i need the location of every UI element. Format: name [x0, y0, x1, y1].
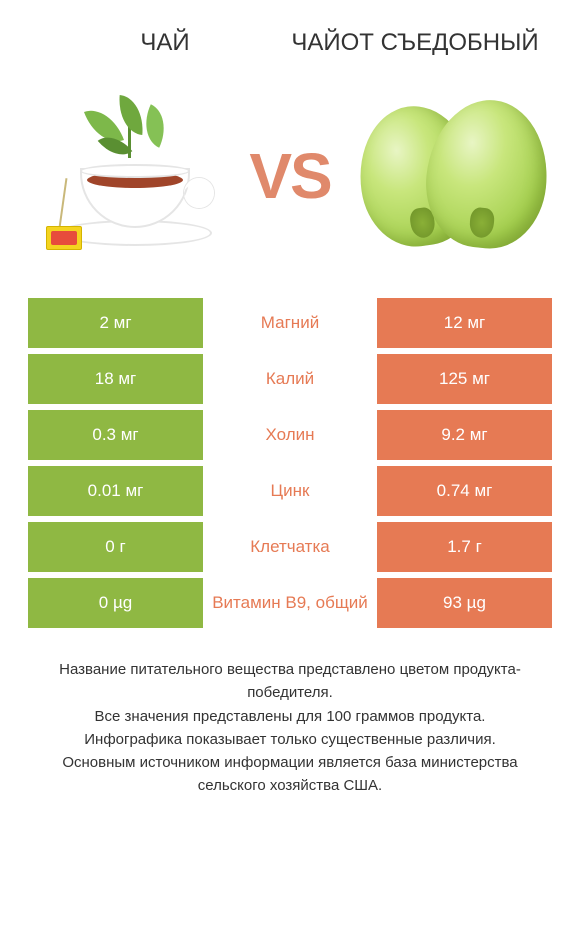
cell-right-value: 9.2 мг: [377, 410, 552, 460]
cell-left-value: 2 мг: [28, 298, 203, 348]
title-right: ЧАЙОТ СЪЕДОБНЫЙ: [290, 28, 540, 58]
footer-line: Инфографика показывает только существенн…: [36, 728, 544, 751]
table-row: 18 мгКалий125 мг: [28, 354, 552, 404]
tea-illustration: [30, 91, 230, 261]
footer-line: Все значения представлены для 100 граммо…: [36, 705, 544, 728]
footer-line: Название питательного вещества представл…: [36, 658, 544, 705]
chayote-illustration: [350, 91, 550, 261]
cell-right-value: 1.7 г: [377, 522, 552, 572]
cell-nutrient-name: Калий: [203, 354, 377, 404]
comparison-table: 2 мгМагний12 мг 18 мгКалий125 мг 0.3 мгХол…: [0, 298, 580, 628]
table-row: 0 µgВитамин B9, общий93 µg: [28, 578, 552, 628]
table-row: 0 гКлетчатка1.7 г: [28, 522, 552, 572]
cell-left-value: 18 мг: [28, 354, 203, 404]
footer-line: Основным источником информации является …: [36, 751, 544, 798]
cell-nutrient-name: Витамин B9, общий: [203, 578, 377, 628]
cell-left-value: 0.01 мг: [28, 466, 203, 516]
cell-left-value: 0 µg: [28, 578, 203, 628]
cell-right-value: 93 µg: [377, 578, 552, 628]
infographic: ЧАЙ ЧАЙОТ СЪЕДОБНЫЙ VS: [0, 0, 580, 934]
table-row: 0.01 мгЦинк0.74 мг: [28, 466, 552, 516]
title-left: ЧАЙ: [40, 28, 290, 58]
table-row: 0.3 мгХолин9.2 мг: [28, 410, 552, 460]
images-row: VS: [0, 68, 580, 298]
cell-nutrient-name: Клетчатка: [203, 522, 377, 572]
cell-right-value: 12 мг: [377, 298, 552, 348]
cell-nutrient-name: Холин: [203, 410, 377, 460]
table-row: 2 мгМагний12 мг: [28, 298, 552, 348]
footer-notes: Название питательного вещества представл…: [0, 628, 580, 798]
cell-right-value: 0.74 мг: [377, 466, 552, 516]
cell-left-value: 0 г: [28, 522, 203, 572]
vs-label: VS: [249, 139, 330, 213]
cell-nutrient-name: Цинк: [203, 466, 377, 516]
titles-row: ЧАЙ ЧАЙОТ СЪЕДОБНЫЙ: [0, 0, 580, 68]
cell-nutrient-name: Магний: [203, 298, 377, 348]
cell-left-value: 0.3 мг: [28, 410, 203, 460]
cell-right-value: 125 мг: [377, 354, 552, 404]
